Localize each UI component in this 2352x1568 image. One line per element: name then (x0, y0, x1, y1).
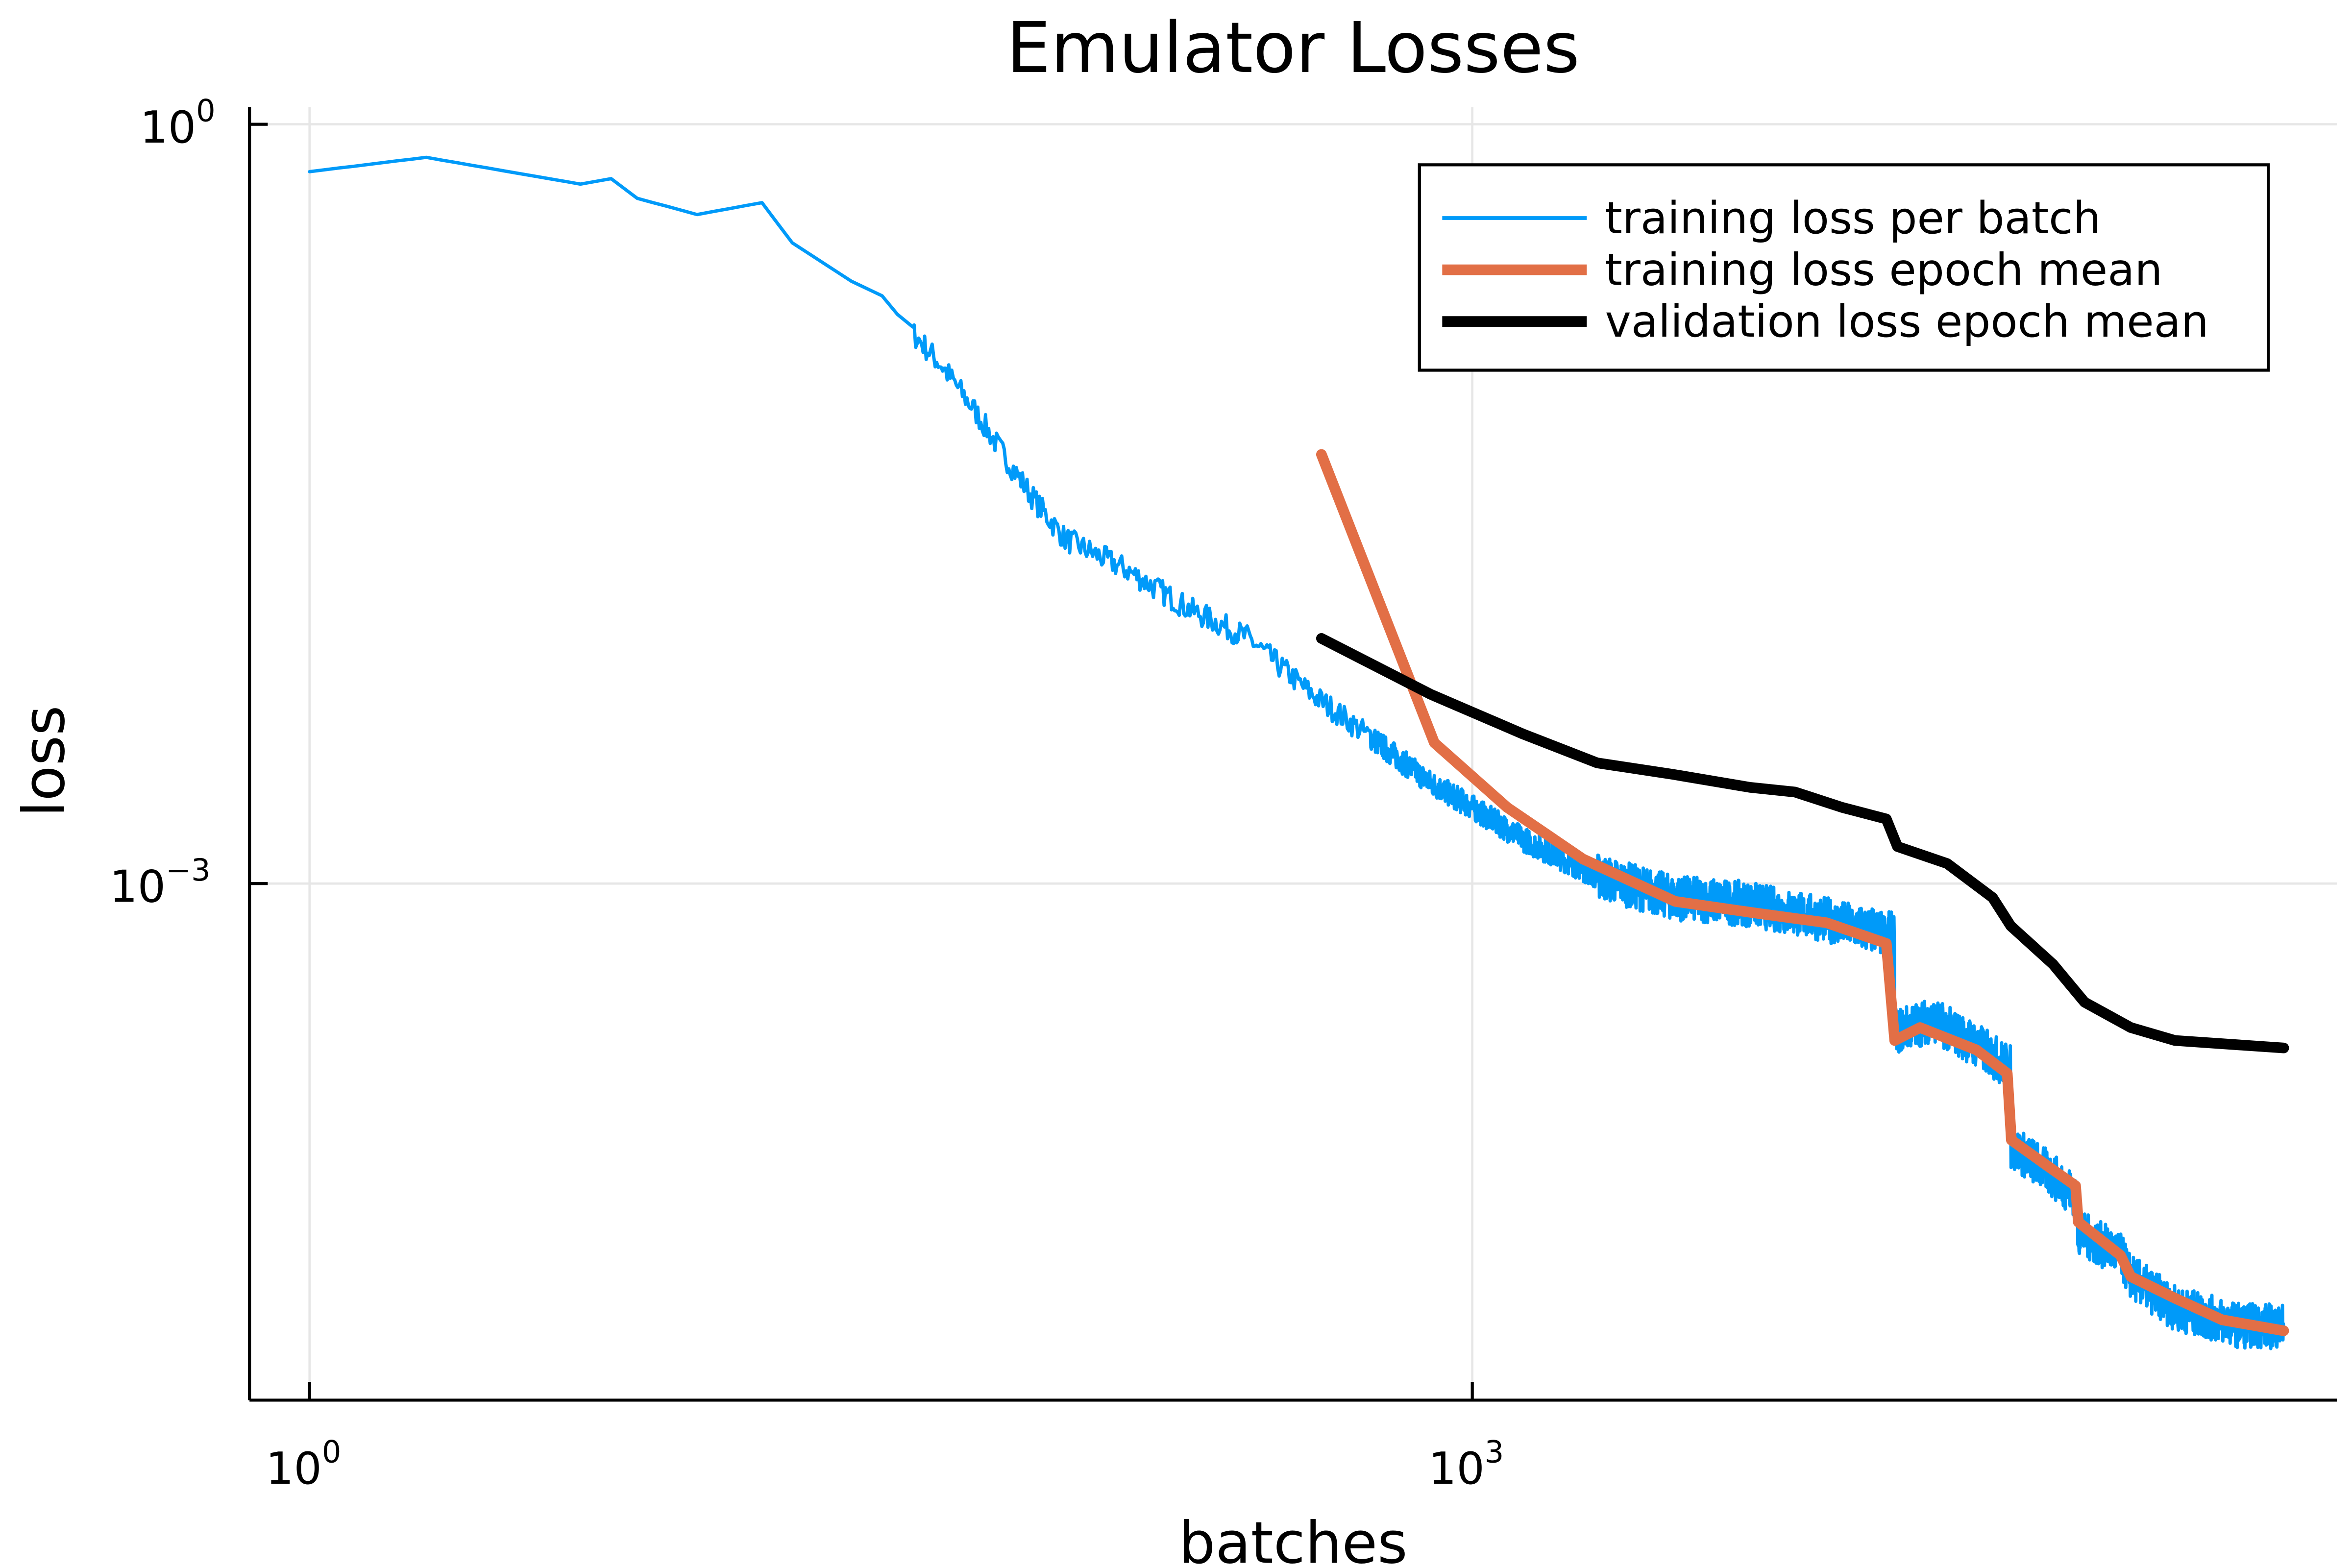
series-line-1 (1316, 449, 2289, 1336)
y-axis-label: loss (10, 705, 77, 817)
legend: training loss per batch training loss ep… (1418, 163, 2270, 372)
legend-label-training-epoch: training loss epoch mean (1605, 245, 2163, 296)
series-line-2 (1316, 633, 2289, 1054)
y-tick-label: 100 (140, 93, 216, 153)
x-tick-label: 100 (266, 1434, 341, 1494)
series-layer (308, 155, 2289, 1350)
legend-label-training-batch: training loss per batch (1605, 193, 2101, 244)
x-axis-label: batches (1179, 1509, 1408, 1568)
chart-title: Emulator Losses (1006, 7, 1580, 89)
ticks: 100 103 100 10−3 (110, 93, 1504, 1494)
y-tick-label: 10−3 (110, 852, 211, 912)
x-tick-label: 103 (1428, 1434, 1504, 1494)
legend-label-validation-epoch: validation loss epoch mean (1605, 296, 2209, 347)
